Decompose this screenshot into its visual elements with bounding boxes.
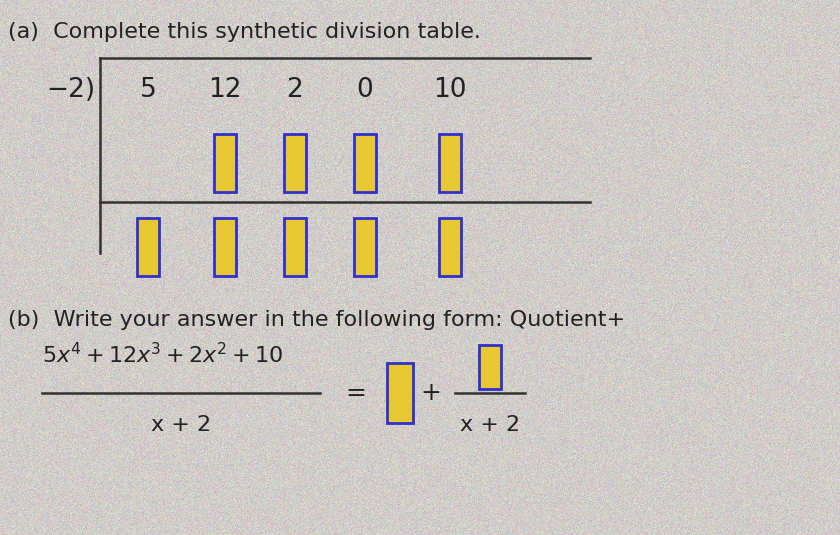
Text: 12: 12	[208, 77, 242, 103]
Text: (a)  Complete this synthetic division table.: (a) Complete this synthetic division tab…	[8, 22, 480, 42]
Bar	[284, 218, 306, 276]
Bar	[214, 134, 236, 192]
Bar	[284, 134, 306, 192]
Text: 5: 5	[139, 77, 156, 103]
Text: x + 2: x + 2	[151, 415, 211, 435]
Text: x + 2: x + 2	[460, 415, 520, 435]
Bar	[354, 134, 376, 192]
Bar	[354, 218, 376, 276]
Text: 0: 0	[357, 77, 373, 103]
Text: 2: 2	[286, 77, 303, 103]
Text: $5x^4 + 12x^3 + 2x^2 + 10$: $5x^4 + 12x^3 + 2x^2 + 10$	[42, 342, 283, 367]
Bar	[479, 345, 501, 389]
Text: =: =	[345, 381, 366, 405]
Bar	[214, 218, 236, 276]
Text: +: +	[420, 381, 441, 405]
Text: (b)  Write your answer in the following form: Quotient+: (b) Write your answer in the following f…	[8, 310, 625, 330]
Text: 10: 10	[433, 77, 467, 103]
Bar	[137, 218, 159, 276]
Bar	[387, 363, 413, 423]
Bar	[439, 134, 461, 192]
Text: −2): −2)	[46, 77, 95, 103]
Bar	[439, 218, 461, 276]
